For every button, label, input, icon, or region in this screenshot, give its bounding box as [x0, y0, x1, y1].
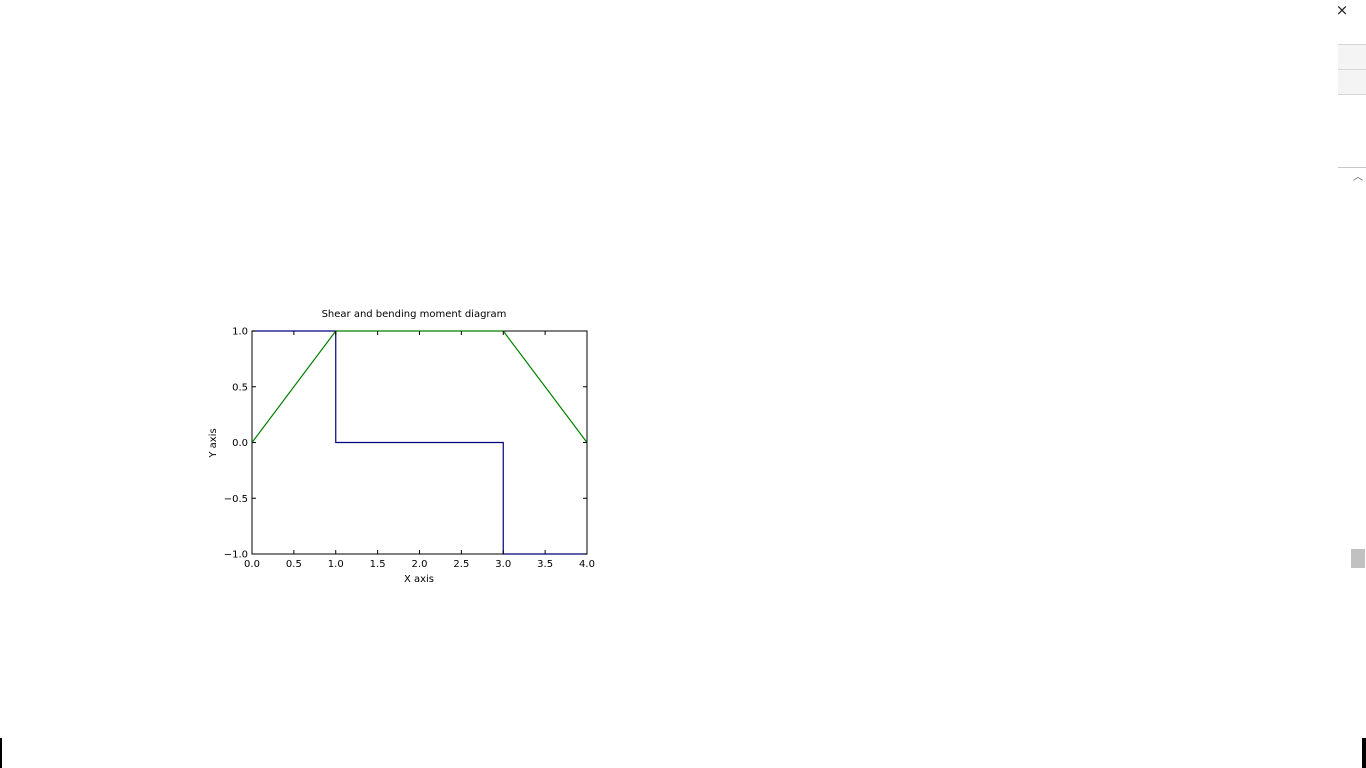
- series-layer: [251, 330, 588, 555]
- x-tick-label: 4.0: [579, 559, 595, 570]
- y-tick-label: 0.5: [232, 382, 248, 393]
- y-tick-label: 1.0: [232, 327, 248, 338]
- series-line-2: [251, 330, 588, 443]
- chevron-up-icon: ︿: [1353, 172, 1363, 183]
- x-tick-label: 0.0: [244, 559, 260, 570]
- scroll-up-button[interactable]: ︿: [1350, 170, 1366, 186]
- panel-divider: [1338, 167, 1366, 168]
- y-tick-label: 0.0: [232, 438, 248, 449]
- x-axis-label: X axis: [404, 574, 434, 585]
- x-tick-label: 2.0: [412, 559, 428, 570]
- edge-marker: [1362, 738, 1366, 768]
- y-axis: 1.0 0.5 0.0 −0.5 −1.0: [224, 327, 587, 561]
- close-icon: ×: [1335, 1, 1349, 19]
- y-axis-label: Y axis: [208, 428, 219, 458]
- y-tick-label: −0.5: [224, 494, 248, 505]
- x-axis: 0.0 0.5 1.0 1.5 2.0 2.5 3.0 3.5 4.0: [244, 331, 595, 570]
- scroll-thumb[interactable]: [1351, 549, 1365, 568]
- vertical-scrollbar[interactable]: ︿: [1350, 170, 1366, 596]
- x-tick-label: 3.0: [495, 559, 511, 570]
- side-panel: [1338, 44, 1366, 168]
- edge-marker: [0, 738, 2, 768]
- x-tick-label: 2.5: [453, 559, 469, 570]
- x-tick-label: 3.5: [537, 559, 553, 570]
- panel-row[interactable]: [1338, 69, 1366, 95]
- close-button[interactable]: ×: [1332, 0, 1352, 20]
- panel-row[interactable]: [1338, 44, 1366, 69]
- x-tick-label: 1.0: [328, 559, 344, 570]
- series-line-1: [252, 330, 587, 555]
- chart-title: Shear and bending moment diagram: [322, 309, 507, 320]
- x-tick-label: 0.5: [286, 559, 302, 570]
- x-tick-label: 1.5: [370, 559, 386, 570]
- y-tick-label: −1.0: [224, 550, 248, 561]
